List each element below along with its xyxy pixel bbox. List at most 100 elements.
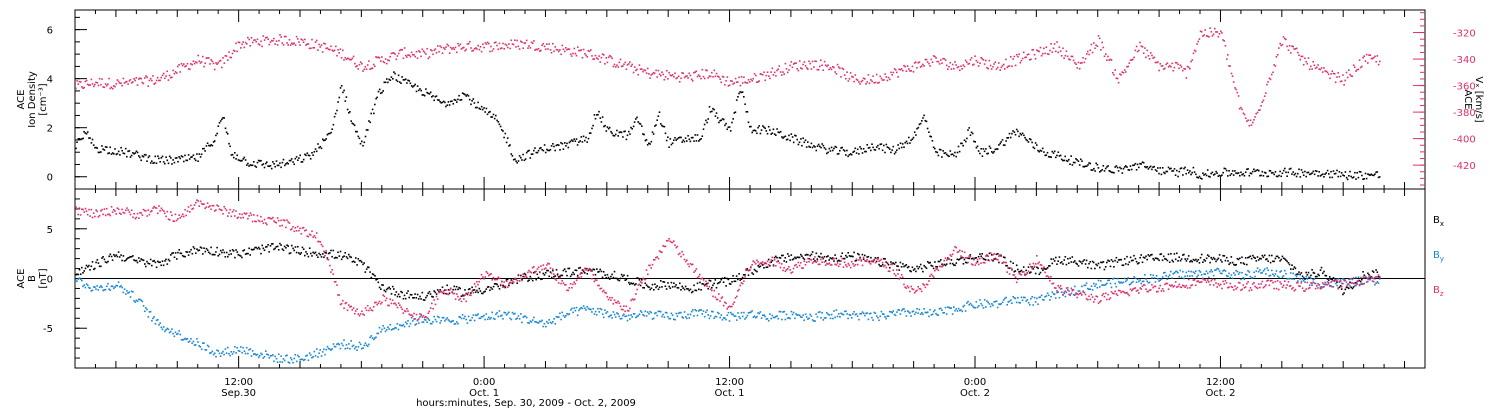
data-point — [847, 252, 849, 254]
data-point — [918, 308, 921, 311]
data-point — [807, 68, 809, 70]
data-point — [669, 317, 672, 320]
data-point — [95, 261, 97, 264]
data-point — [1197, 259, 1200, 261]
data-point — [746, 314, 749, 317]
data-point — [1125, 165, 1127, 167]
data-point — [661, 71, 663, 73]
data-point — [1159, 279, 1161, 281]
data-point — [421, 291, 424, 294]
data-point — [824, 64, 827, 67]
data-point — [275, 160, 278, 162]
data-point — [830, 313, 833, 316]
data-point — [1030, 297, 1032, 300]
data-point — [1298, 168, 1300, 171]
data-point — [709, 75, 712, 78]
data-point — [790, 61, 793, 63]
data-point — [949, 61, 951, 64]
data-point — [1042, 52, 1044, 55]
data-point — [665, 312, 668, 314]
data-point — [82, 208, 84, 211]
data-point — [1361, 278, 1363, 281]
data-point — [157, 260, 159, 263]
data-point — [970, 131, 973, 134]
data-point — [982, 59, 985, 61]
data-point — [122, 152, 125, 154]
data-point — [1011, 132, 1013, 135]
data-point — [422, 94, 425, 96]
data-point — [989, 305, 992, 308]
data-point — [1085, 165, 1088, 167]
data-point — [1107, 259, 1109, 262]
data-point — [1140, 45, 1143, 47]
data-point — [735, 99, 738, 101]
data-point — [1024, 273, 1026, 276]
data-point — [1160, 173, 1163, 176]
data-point — [328, 132, 331, 135]
data-point — [817, 255, 820, 258]
data-point — [879, 75, 881, 78]
data-point — [1256, 267, 1259, 269]
data-point — [1223, 255, 1226, 257]
data-point — [639, 123, 642, 125]
data-point — [633, 313, 636, 315]
data-point — [934, 55, 936, 58]
data-point — [1087, 164, 1089, 166]
data-point — [225, 131, 228, 134]
data-point — [1184, 275, 1186, 278]
data-point — [441, 286, 444, 289]
data-point — [846, 149, 848, 152]
data-point — [1168, 261, 1171, 263]
data-point — [1312, 278, 1314, 281]
data-point — [474, 106, 477, 109]
data-point — [1331, 280, 1334, 282]
data-point — [427, 292, 429, 295]
data-point — [332, 249, 335, 252]
data-point — [1246, 120, 1248, 122]
data-point — [1273, 64, 1275, 66]
data-point — [322, 138, 324, 141]
data-point — [459, 43, 462, 46]
data-point — [1218, 270, 1221, 272]
data-point — [598, 311, 600, 313]
data-point — [1284, 167, 1286, 170]
data-point — [300, 161, 303, 163]
data-point — [941, 62, 943, 64]
data-point — [1002, 299, 1005, 301]
data-point — [598, 55, 600, 57]
data-point — [1378, 278, 1381, 280]
data-point — [609, 315, 611, 317]
data-point — [733, 315, 736, 317]
data-point — [1185, 271, 1188, 274]
data-point — [515, 318, 517, 320]
y-tick-label: -420 — [1453, 161, 1476, 172]
data-point — [1359, 66, 1362, 69]
data-point — [649, 77, 651, 79]
data-point — [232, 351, 235, 353]
data-point — [1034, 301, 1037, 303]
data-point — [685, 316, 687, 318]
data-point — [242, 158, 245, 160]
data-point — [821, 64, 823, 67]
data-point — [110, 285, 113, 288]
data-point — [1302, 279, 1305, 282]
data-point — [1071, 289, 1074, 291]
data-point — [149, 77, 152, 80]
data-point — [460, 317, 463, 320]
data-point — [835, 309, 838, 311]
data-point — [508, 284, 510, 287]
data-point — [883, 79, 885, 81]
data-point — [811, 146, 814, 149]
data-point — [279, 162, 281, 164]
data-point — [879, 143, 881, 146]
data-point — [912, 269, 915, 271]
data-point — [270, 243, 273, 245]
data-point — [270, 167, 273, 170]
data-point — [928, 315, 930, 318]
data-point — [1208, 36, 1210, 38]
data-point — [1240, 171, 1242, 174]
data-point — [1002, 256, 1005, 258]
data-point — [288, 222, 291, 224]
data-point — [482, 315, 484, 318]
data-point — [272, 243, 274, 245]
